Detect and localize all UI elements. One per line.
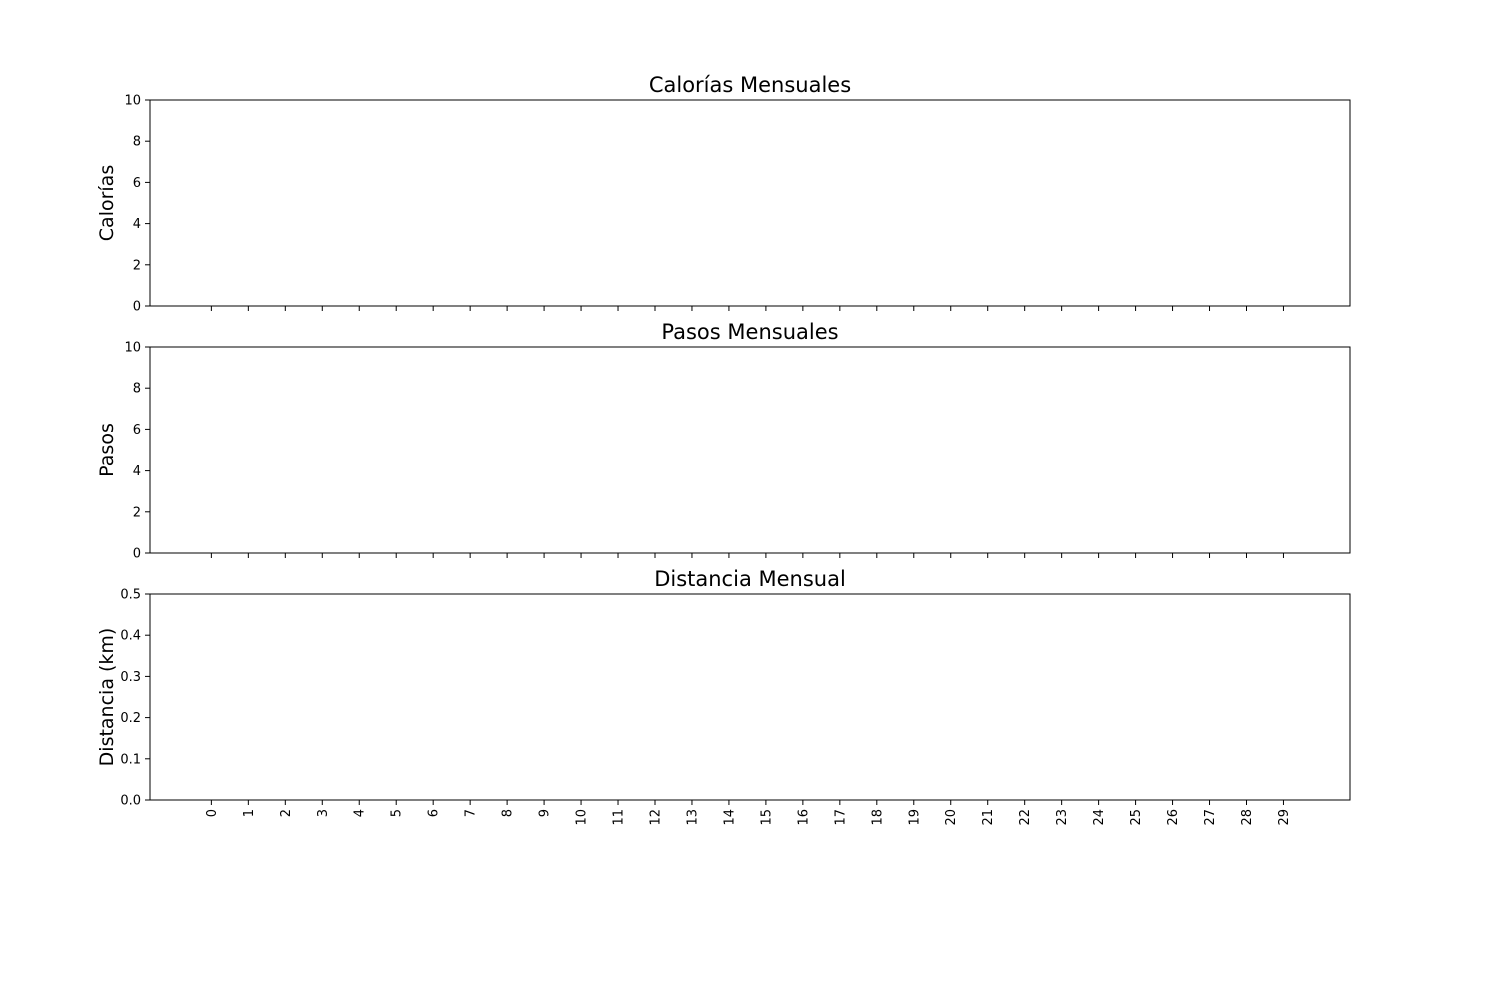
y-tick-label: 6 [133,176,141,191]
x-tick-label: 20 [944,809,959,826]
y-tick-label: 0.3 [120,670,141,685]
y-tick-label: 0.5 [120,588,141,603]
panel-title: Distancia Mensual [654,567,846,591]
y-axis-label: Pasos [96,423,118,477]
x-tick-label: 10 [575,809,590,826]
x-tick-label: 11 [612,809,627,826]
plot-area [149,99,1351,307]
subplot-1: Calorías Mensuales Calorías 0 2 4 6 8 10 [96,73,1351,315]
x-tick-label: 7 [464,809,479,817]
x-tick-label: 22 [1018,809,1033,826]
y-tick-label: 0.2 [120,711,141,726]
x-tick-label: 19 [907,809,922,826]
x-tick-label: 18 [870,809,885,826]
x-tick-label: 1 [242,809,257,817]
y-ticks: 0 2 4 6 8 10 [124,94,150,315]
x-tick-label: 3 [316,809,331,817]
x-tick-label: 12 [648,809,663,826]
y-tick-label: 8 [133,135,141,150]
x-tick-label: 15 [759,809,774,826]
y-tick-label: 0 [133,300,141,315]
x-tick-label: 8 [501,809,516,817]
x-tick-label: 2 [279,809,294,817]
x-tick-label: 6 [427,809,442,817]
subplot-2: Pasos Mensuales Pasos 0 2 4 6 8 10 [96,320,1351,562]
y-tick-label: 10 [124,94,141,109]
x-tick-label: 5 [390,809,405,817]
y-tick-label: 0.1 [120,752,141,767]
plot-area [149,346,1351,554]
y-tick-label: 2 [133,258,141,273]
subplot-3: Distancia Mensual Distancia (km) 0.0 0.1 0.2… [96,567,1351,826]
y-tick-label: 4 [133,464,141,479]
x-tick-label: 14 [722,809,737,826]
x-ticks: 0 1 2 3 4 5 6 7 8 9 10 11 12 13 14 15 16 17 18 19 20 21 22 23 24… [205,800,1292,826]
y-ticks: 0 2 4 6 8 10 [124,341,150,562]
x-tick-label: 17 [833,809,848,826]
y-tick-label: 0.0 [120,794,141,809]
panel-title: Calorías Mensuales [649,73,851,97]
y-axis-label: Calorías [96,165,118,241]
y-tick-label: 10 [124,341,141,356]
x-tick-label: 21 [981,809,996,826]
x-tick-label: 29 [1277,809,1292,826]
x-tick-label: 9 [538,809,553,817]
y-tick-label: 0 [133,547,141,562]
panel-title: Pasos Mensuales [661,320,838,344]
x-ticks [210,553,1284,558]
x-ticks [210,306,1284,311]
x-tick-label: 25 [1129,809,1144,826]
x-tick-label: 16 [796,809,811,826]
x-tick-label: 23 [1055,809,1070,826]
x-tick-label: 4 [353,809,368,817]
x-tick-label: 24 [1092,809,1107,826]
x-tick-label: 28 [1240,809,1255,826]
plot-area [149,593,1351,801]
y-tick-label: 6 [133,423,141,438]
y-ticks: 0.0 0.1 0.2 0.3 0.4 0.5 [120,588,150,809]
y-tick-label: 4 [133,217,141,232]
y-tick-label: 0.4 [120,629,141,644]
x-tick-label: 26 [1166,809,1181,826]
y-axis-label: Distancia (km) [96,628,118,767]
y-tick-label: 2 [133,505,141,520]
x-tick-label: 0 [205,809,220,817]
y-tick-label: 8 [133,382,141,397]
x-tick-label: 13 [685,809,700,826]
x-tick-label: 27 [1203,809,1218,826]
